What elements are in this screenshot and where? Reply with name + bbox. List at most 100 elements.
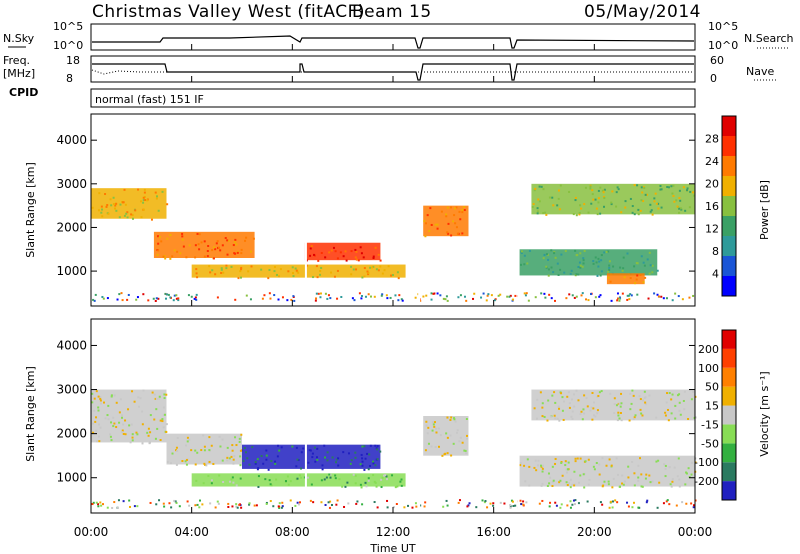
power-cell bbox=[196, 276, 199, 279]
velocity-cell bbox=[559, 479, 562, 482]
velocity-cell bbox=[645, 473, 648, 476]
power-colorbar-tick: 8 bbox=[712, 245, 719, 258]
velocity-cell bbox=[375, 447, 378, 450]
power-cell bbox=[447, 232, 450, 235]
velocity-cell bbox=[163, 393, 166, 396]
time-axis: 00:00 04:00 08:00 12:00 16:00 20:00 00:00 bbox=[74, 44, 712, 539]
power-cell bbox=[142, 293, 145, 296]
power-cell bbox=[597, 189, 600, 192]
velocity-cell bbox=[325, 476, 328, 479]
power-cell bbox=[571, 294, 574, 297]
velocity-cell bbox=[392, 506, 395, 509]
velocity-cell bbox=[226, 459, 229, 462]
velocity-cell bbox=[95, 429, 98, 432]
power-cell bbox=[640, 186, 643, 189]
velocity-cell bbox=[221, 459, 224, 462]
power-cell bbox=[156, 253, 159, 256]
power-cell bbox=[523, 263, 526, 266]
power-colorbar-segment bbox=[722, 236, 736, 256]
power-cell bbox=[269, 297, 272, 300]
power-cell bbox=[401, 299, 404, 302]
nave-label: Nave bbox=[746, 65, 774, 78]
velocity-cell bbox=[574, 460, 577, 463]
power-cell bbox=[430, 223, 433, 226]
power-cell bbox=[680, 208, 683, 211]
power-cell bbox=[126, 211, 129, 214]
velocity-cell bbox=[369, 444, 372, 447]
power-cell bbox=[352, 268, 355, 271]
velocity-colorbar-tick: 100 bbox=[698, 362, 719, 375]
velocity-cell bbox=[276, 455, 279, 458]
freq-label: Freq. bbox=[3, 54, 30, 67]
velocity-cell bbox=[445, 499, 448, 502]
power-cell bbox=[577, 265, 580, 268]
power-cell bbox=[106, 297, 109, 300]
velocity-cell bbox=[633, 472, 636, 475]
velocity-cell bbox=[238, 503, 241, 506]
power-cell bbox=[688, 296, 691, 299]
power-cell bbox=[585, 298, 588, 301]
velocity-cell bbox=[131, 436, 134, 439]
velocity-cell bbox=[175, 463, 178, 466]
power-cell bbox=[671, 299, 674, 302]
power-colorbar-tick: 4 bbox=[712, 268, 719, 281]
power-cell bbox=[360, 252, 363, 255]
velocity-cell bbox=[106, 414, 109, 417]
velocity-cell bbox=[228, 480, 231, 483]
velocity-cell bbox=[321, 468, 324, 471]
power-cell bbox=[480, 296, 483, 299]
power-band bbox=[531, 183, 695, 215]
power-cell bbox=[621, 269, 624, 272]
power-cell bbox=[453, 214, 456, 217]
power-gap bbox=[517, 114, 520, 306]
power-cell bbox=[651, 264, 654, 267]
velocity-cell bbox=[203, 449, 206, 452]
velocity-cell bbox=[664, 475, 667, 478]
power-cell bbox=[584, 186, 587, 189]
velocity-cell bbox=[146, 431, 149, 434]
velocity-cell bbox=[432, 423, 435, 426]
velocity-cell bbox=[374, 481, 377, 484]
velocity-cell bbox=[251, 446, 254, 449]
power-cell bbox=[239, 270, 242, 273]
velocity-cell bbox=[208, 450, 211, 453]
power-cell bbox=[569, 272, 572, 275]
power-cell bbox=[547, 258, 550, 261]
velocity-cell bbox=[131, 439, 134, 442]
power-cell bbox=[602, 191, 605, 194]
velocity-cell bbox=[674, 417, 677, 420]
velocity-cell bbox=[194, 463, 197, 466]
velocity-cell bbox=[334, 477, 337, 480]
velocity-cell bbox=[565, 481, 568, 484]
power-cell bbox=[309, 254, 312, 257]
power-cell bbox=[400, 298, 403, 301]
velocity-cell bbox=[619, 405, 622, 408]
velocity-cell bbox=[99, 501, 102, 504]
power-cell bbox=[426, 214, 429, 217]
velocity-cell bbox=[386, 499, 389, 502]
power-cell bbox=[340, 295, 343, 298]
power-cell bbox=[508, 295, 511, 298]
nsky-trace bbox=[92, 35, 695, 49]
velocity-cell bbox=[455, 431, 458, 434]
power-cell bbox=[542, 257, 545, 260]
power-cell bbox=[185, 256, 188, 259]
velocity-colorbar-segment bbox=[722, 330, 736, 349]
velocity-cell bbox=[149, 414, 152, 417]
velocity-cell bbox=[354, 451, 357, 454]
velocity-cell bbox=[663, 463, 666, 466]
power-cell bbox=[220, 271, 223, 274]
power-cell bbox=[381, 272, 384, 275]
velocity-cell bbox=[110, 439, 113, 442]
power-cell bbox=[161, 190, 164, 193]
velocity-cell bbox=[385, 475, 388, 478]
velocity-cell bbox=[565, 468, 568, 471]
power-cell bbox=[233, 241, 236, 244]
power-cell bbox=[375, 268, 378, 271]
velocity-cell bbox=[267, 468, 270, 471]
velocity-cell bbox=[519, 462, 522, 465]
velocity-cell bbox=[481, 499, 484, 502]
power-cell bbox=[309, 247, 312, 250]
velocity-cell bbox=[541, 499, 544, 502]
velocity-cell bbox=[361, 445, 364, 448]
